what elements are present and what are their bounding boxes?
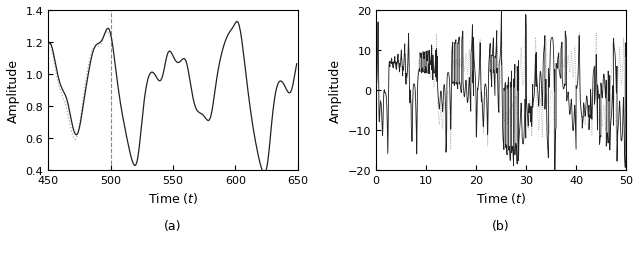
Title: (a): (a) [164, 219, 182, 232]
Title: (b): (b) [492, 219, 510, 232]
X-axis label: Time ($t$): Time ($t$) [148, 190, 198, 205]
Y-axis label: Amplitude: Amplitude [330, 59, 342, 122]
Y-axis label: Amplitude: Amplitude [7, 59, 20, 122]
X-axis label: Time ($t$): Time ($t$) [476, 190, 527, 205]
